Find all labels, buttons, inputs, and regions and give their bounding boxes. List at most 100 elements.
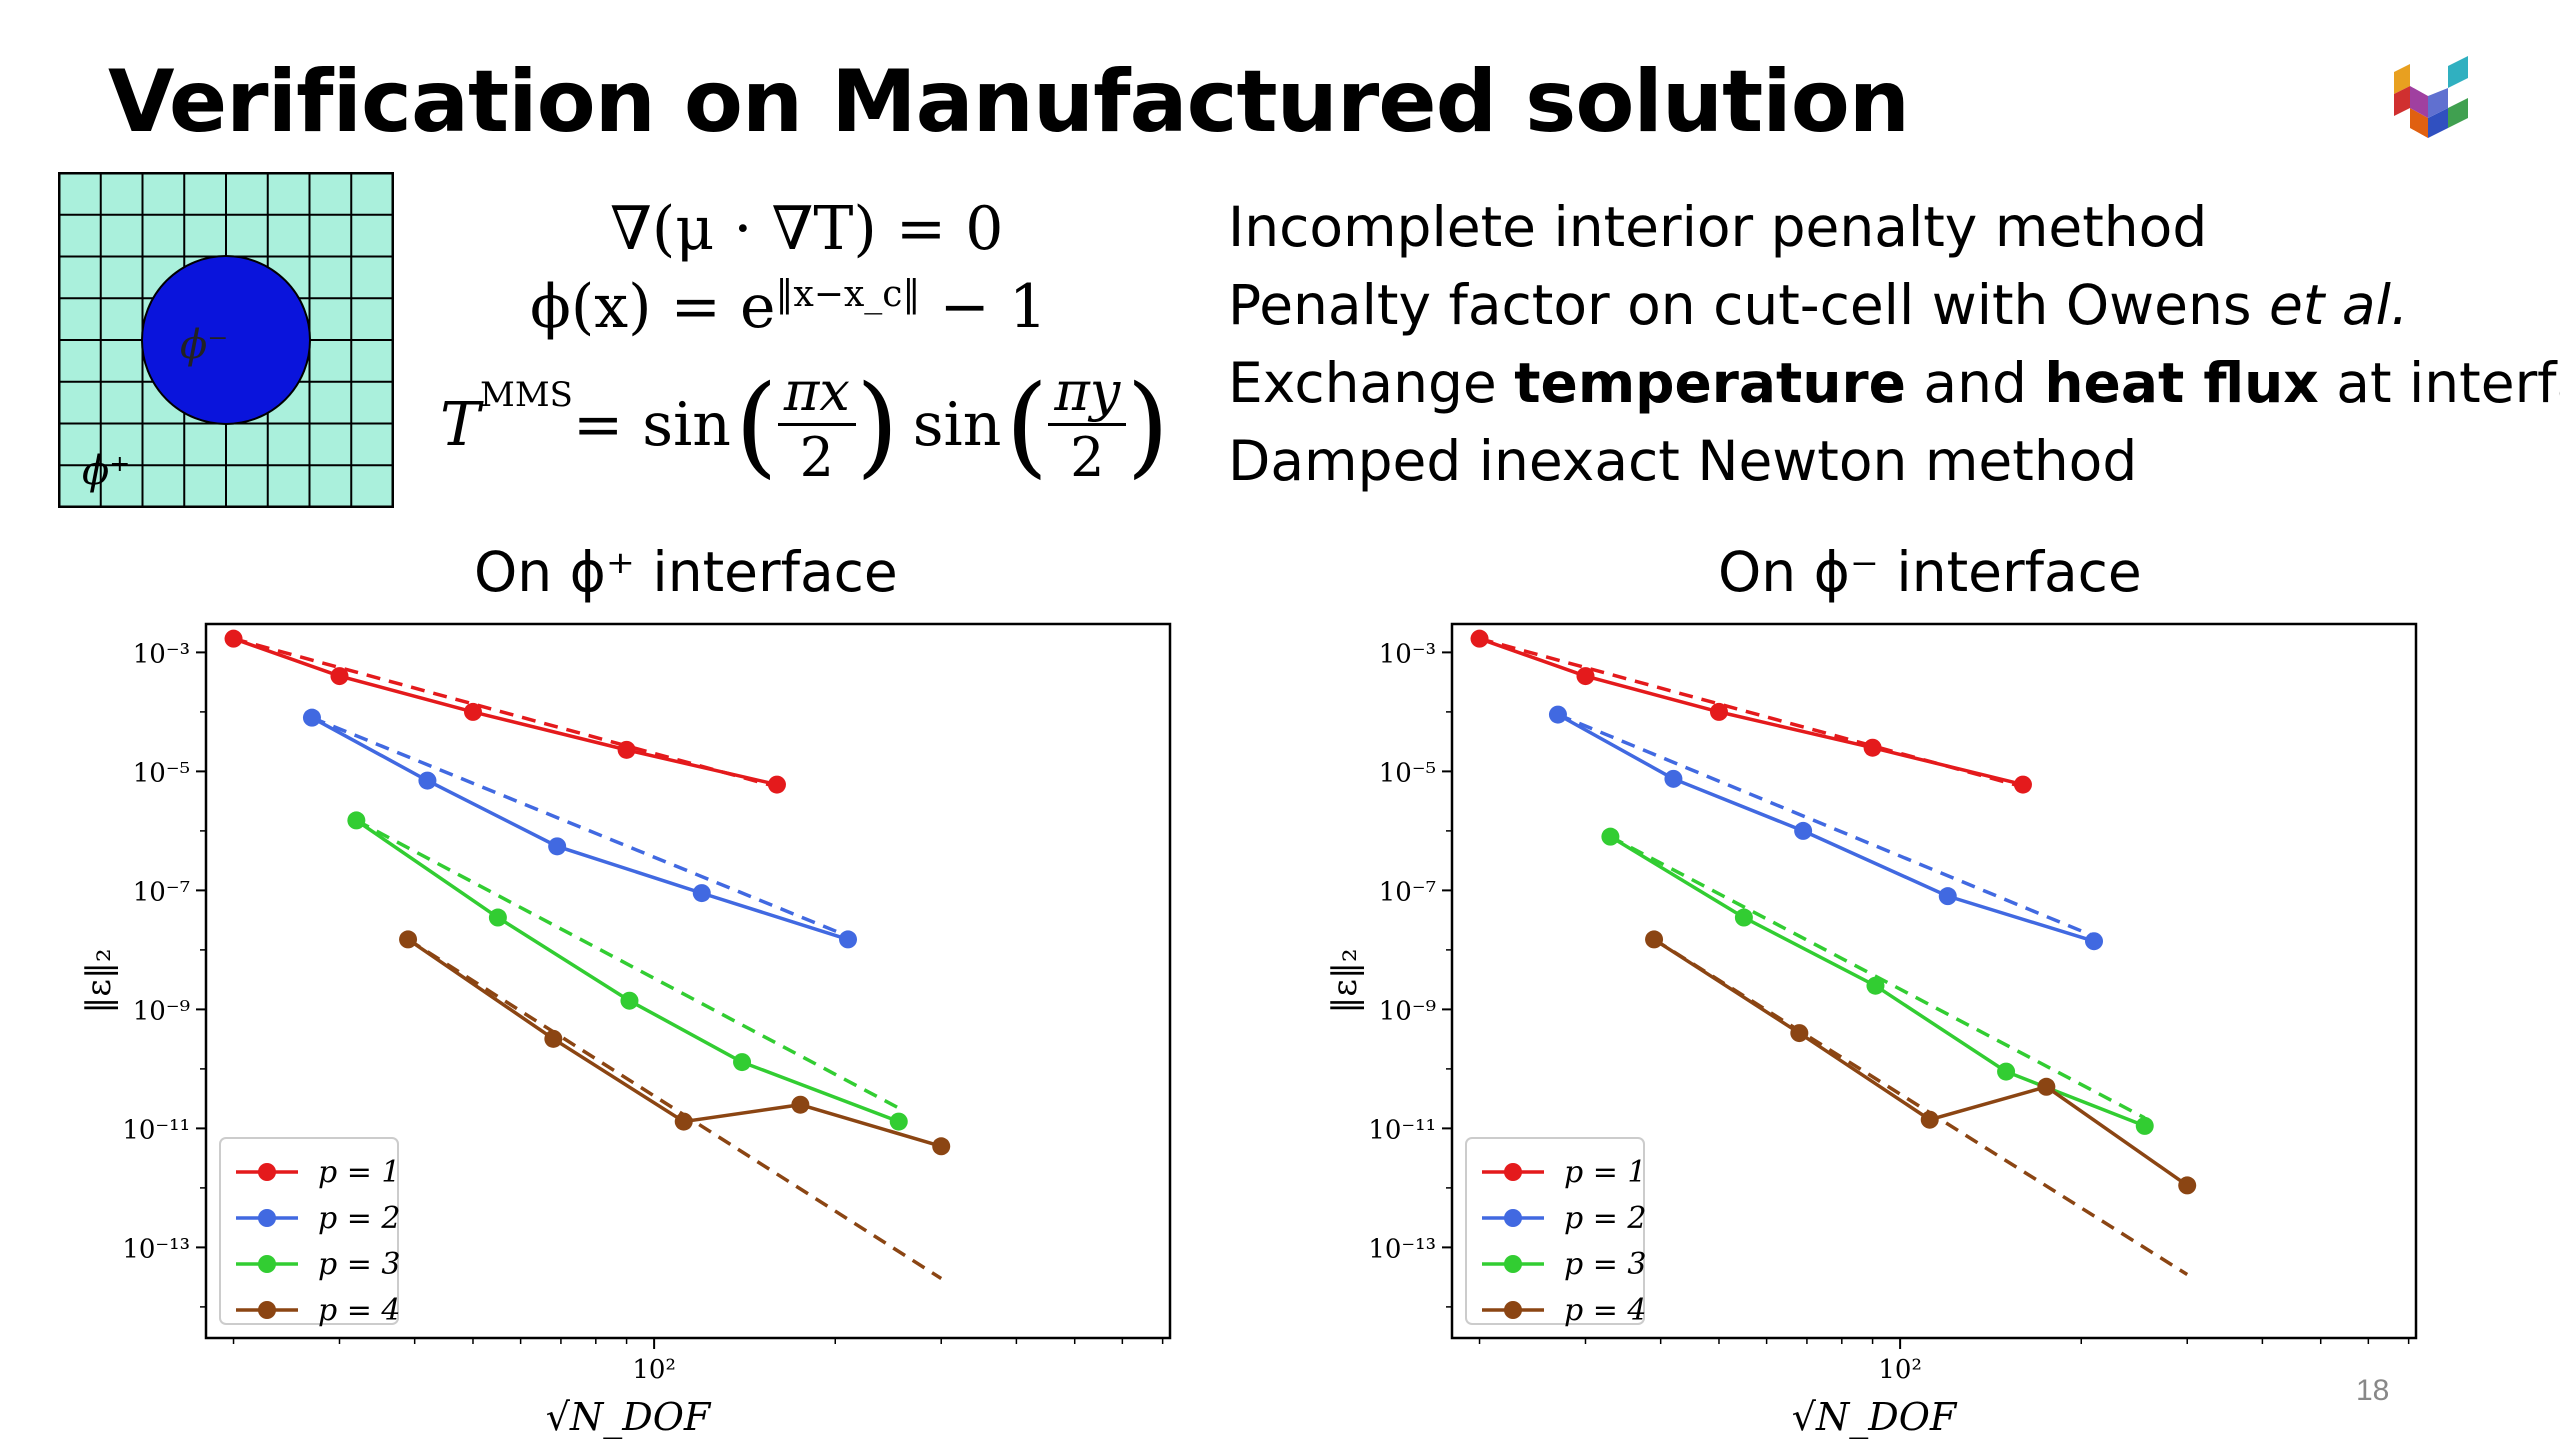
chart-left: 10⁻³ 10⁻⁵ 10⁻⁷ 10⁻⁹ 10⁻¹¹ 10⁻¹³ 10² √N_DOF ‖ε‖₂ p…: [79, 622, 1172, 1440]
equation-levelset: ϕ(x) = e‖x−x_c‖ − 1: [530, 272, 1047, 342]
data-point: [2085, 932, 2104, 951]
eq3-num2: πy: [1054, 360, 1121, 423]
university-logo-icon: [2394, 56, 2468, 138]
series-4: [1645, 930, 2197, 1276]
legend-label: p = 3: [1564, 1247, 1647, 1282]
data-point: [932, 1137, 951, 1156]
legend-label: p = 1: [318, 1155, 401, 1190]
data-point: [2135, 1116, 2154, 1135]
reference-slope-line: [407, 937, 943, 1280]
data-point: [733, 1053, 752, 1072]
label-phi-plus: ϕ⁺: [82, 448, 130, 494]
data-point: [1794, 821, 1813, 840]
legend-label: p = 4: [318, 1293, 401, 1328]
data-point: [617, 740, 636, 759]
data-point: [1866, 976, 1885, 995]
legend-marker: [258, 1301, 276, 1319]
legend-label: p = 1: [1564, 1155, 1647, 1190]
eq3-den1: 2: [777, 423, 856, 489]
y-tick-label: 10⁻¹¹: [122, 1115, 190, 1145]
data-point: [224, 629, 243, 648]
series-1: [224, 629, 786, 794]
bullet-item: Exchange temperature and heat flux at in…: [1228, 344, 2560, 422]
bullet-item: Incomplete interior penalty method: [1228, 188, 2560, 266]
data-point: [2178, 1176, 2197, 1195]
bullet-item: Penalty factor on cut-cell with Owens et…: [1228, 266, 2560, 344]
data-point: [347, 811, 366, 830]
bullet-text: Penalty factor on cut-cell with Owens: [1228, 273, 2269, 337]
legend-label: p = 4: [1564, 1293, 1647, 1328]
y-tick-label: 10⁻⁷: [133, 877, 190, 907]
data-point: [1645, 930, 1664, 949]
x-axis-label: √N_DOF: [546, 1395, 712, 1440]
legend-marker: [258, 1163, 276, 1181]
eq3-mid: = sin: [572, 389, 731, 460]
chart-right-title: On ϕ⁻ interface: [1718, 540, 2142, 604]
legend-marker: [1504, 1209, 1522, 1227]
bullet-text: at interface: [2336, 351, 2560, 415]
bullet-text: et al.: [2269, 273, 2409, 337]
chart-left-title: On ϕ⁺ interface: [474, 540, 898, 604]
slide-title: Verification on Manufactured solution: [108, 52, 1910, 152]
data-point: [1734, 908, 1753, 927]
bullet-list: Incomplete interior penalty method Penalt…: [1228, 188, 2560, 500]
eq3-sin2: sin: [912, 389, 1002, 460]
y-tick-label: 10⁻¹¹: [1368, 1115, 1436, 1145]
legend-label: p = 2: [318, 1201, 401, 1236]
legend-marker: [258, 1209, 276, 1227]
series-4: [399, 930, 951, 1280]
y-tick-label: 10⁻⁵: [1379, 758, 1436, 788]
data-point: [1664, 769, 1683, 788]
data-point: [1709, 702, 1728, 721]
bullet-text: and: [1905, 351, 2045, 415]
reference-slope-line: [1557, 712, 2095, 938]
y-tick-label: 10⁻⁹: [1379, 996, 1436, 1026]
eq3-superscript: MMS: [480, 374, 573, 415]
series-2: [1548, 705, 2104, 951]
data-point: [330, 667, 349, 686]
data-point: [620, 991, 639, 1010]
eq3-frac2: πy 2: [1048, 360, 1127, 489]
x-tick-label: 10²: [1878, 1355, 1922, 1385]
y-tick-label: 10⁻³: [1379, 639, 1436, 669]
eq3-den2: 2: [1048, 423, 1127, 489]
reference-slope-line: [355, 818, 900, 1110]
data-point: [1576, 667, 1595, 686]
data-point: [488, 908, 507, 927]
series-1: [1470, 629, 2032, 794]
data-point: [1790, 1024, 1809, 1043]
bullet-text: heat flux: [2044, 351, 2319, 415]
data-point: [767, 775, 786, 794]
legend-label: p = 2: [1564, 1201, 1647, 1236]
eq2-lhs: ϕ(x) = e: [530, 272, 776, 342]
bullet-text: temperature: [1514, 351, 1906, 415]
data-point: [692, 884, 711, 903]
data-point: [1548, 705, 1567, 724]
y-tick-label: 10⁻¹³: [1368, 1234, 1436, 1264]
data-point: [1470, 629, 1489, 648]
y-axis-label: ‖ε‖₂: [79, 948, 119, 1013]
y-tick-label: 10⁻⁷: [1379, 877, 1436, 907]
bullet-text: Incomplete interior penalty method: [1228, 195, 2208, 259]
bullet-item: Damped inexact Newton method: [1228, 422, 2560, 500]
x-tick-label: 10²: [632, 1355, 676, 1385]
y-tick-label: 10⁻³: [133, 639, 190, 669]
y-tick-label: 10⁻⁵: [133, 758, 190, 788]
data-point: [399, 930, 418, 949]
legend-marker: [1504, 1163, 1522, 1181]
chart-right: 10⁻³ 10⁻⁵ 10⁻⁷ 10⁻⁹ 10⁻¹¹ 10⁻¹³ 10² √N_DOF ‖ε‖₂ p…: [1325, 622, 2418, 1440]
data-point: [839, 930, 858, 949]
series-3: [347, 811, 908, 1131]
reference-slope-line: [311, 716, 849, 938]
domain-grid-figure: ϕ⁻ ϕ⁺: [58, 172, 394, 508]
data-point: [1920, 1110, 1939, 1129]
data-point: [1601, 827, 1620, 846]
series-2: [302, 708, 858, 949]
x-axis-label: √N_DOF: [1792, 1395, 1958, 1440]
data-point: [548, 837, 567, 856]
data-point: [1938, 887, 1957, 906]
legend-box: [1465, 1137, 1645, 1325]
legend-marker: [1504, 1255, 1522, 1273]
eq2-exponent: ‖x−x_c‖: [775, 274, 921, 315]
legend-label: p = 3: [318, 1247, 401, 1282]
